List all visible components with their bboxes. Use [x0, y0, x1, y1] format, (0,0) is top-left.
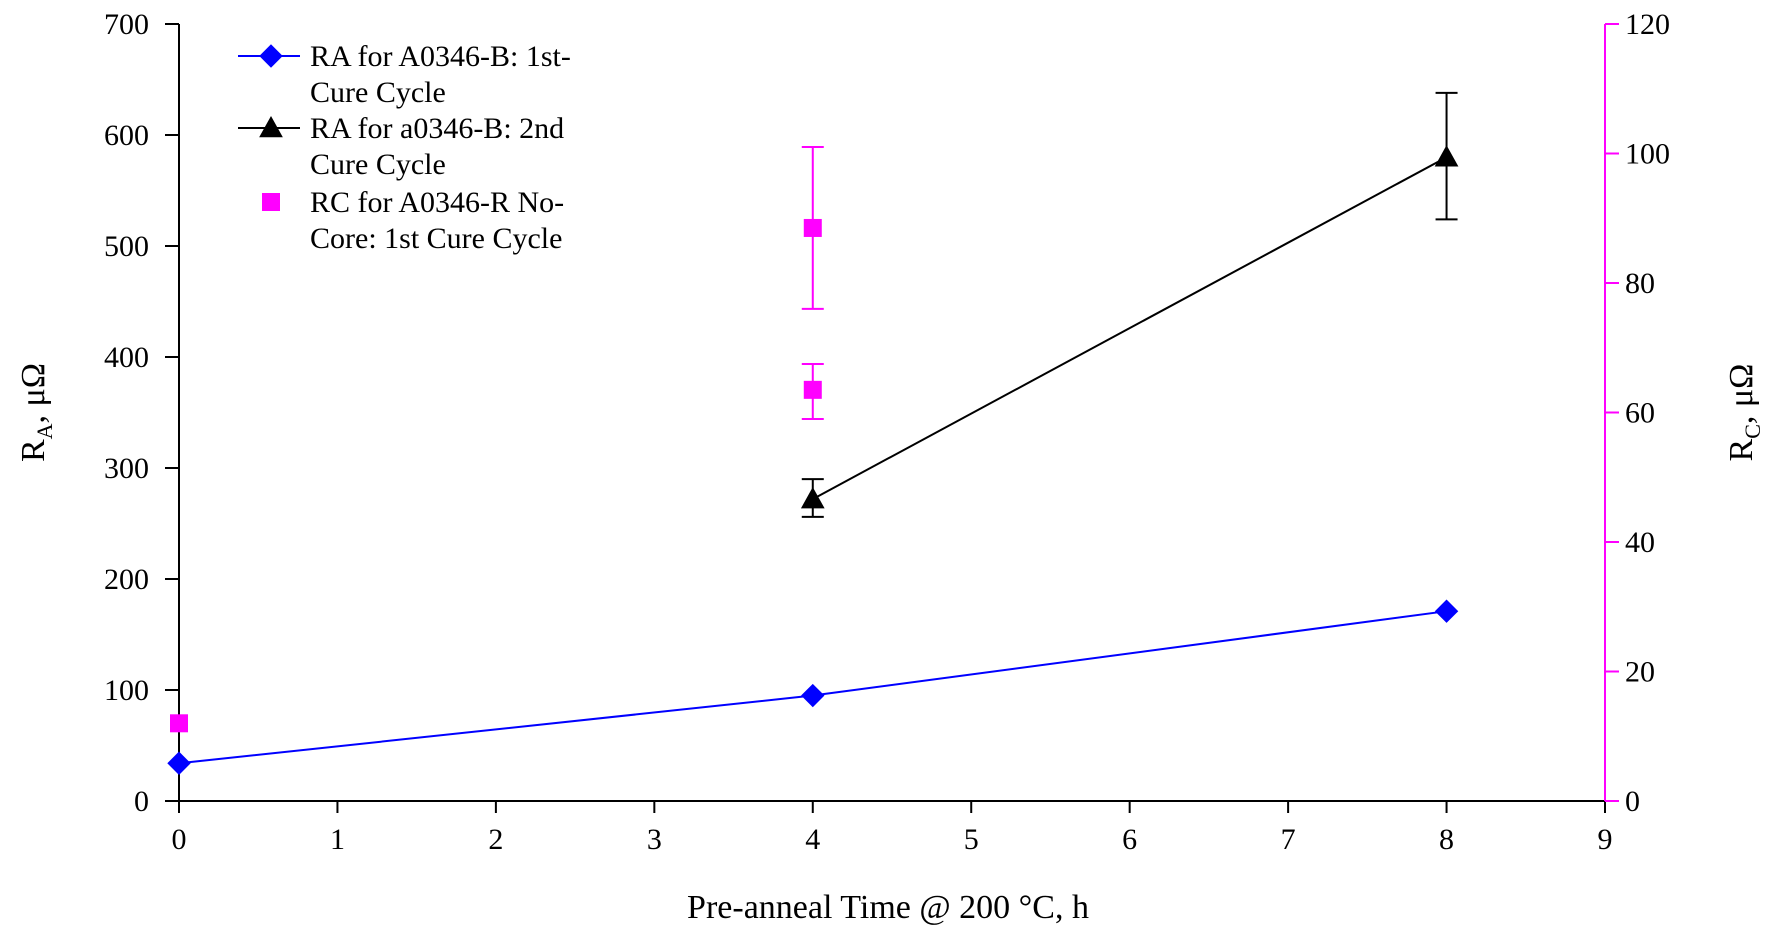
- series-2: [170, 146, 824, 733]
- y-right-tick-label-1: 20: [1625, 656, 1655, 689]
- y-right-tick-label-0: 0: [1625, 785, 1640, 818]
- x-tick-label-8: 8: [1439, 823, 1454, 856]
- y-left-tick-label-1: 100: [104, 674, 149, 707]
- y-right-tick-label-2: 40: [1625, 526, 1655, 559]
- series-0-point-2: [1434, 599, 1459, 623]
- series-1-point-0: [800, 487, 825, 509]
- legend-item-0: RA for A0346-B: 1st-Cure Cycle: [238, 40, 571, 109]
- x-tick-label-9: 9: [1598, 823, 1613, 856]
- x-tick-label-7: 7: [1281, 823, 1296, 856]
- y-axis-right-label: RC, μΩ: [1723, 364, 1765, 462]
- x-tick-label-1: 1: [330, 823, 345, 856]
- series-0-point-0: [167, 751, 191, 775]
- legend-marker-2: [262, 193, 280, 211]
- legend-label-0: RA for A0346-B: 1st-Cure Cycle: [310, 40, 571, 109]
- axes-layer: 0 1 2 3 4 5 6 7 8 9010020030040050060070002040608…: [15, 8, 1765, 856]
- x-tick-label-0: 0: [172, 823, 187, 856]
- legend-marker-0: [259, 44, 283, 68]
- y-axis-left-label: RA, μΩ: [15, 363, 57, 462]
- series-0: [167, 599, 1459, 775]
- y-left-tick-label-7: 700: [104, 8, 149, 41]
- x-tick-label-5: 5: [964, 823, 979, 856]
- y-left-tick-label-3: 300: [104, 452, 149, 485]
- y-right-tick-label-5: 100: [1625, 138, 1670, 171]
- series-2-point-0: [170, 714, 188, 733]
- legend-item-2: RC for A0346-R No-Core: 1st Cure Cycle: [262, 186, 564, 255]
- series-1: [800, 91, 1459, 518]
- y-left-tick-label-6: 600: [104, 119, 149, 152]
- legend-label-1: RA for a0346-B: 2nd Cure Cycle: [310, 112, 564, 181]
- y-left-tick-label-4: 400: [104, 341, 149, 374]
- x-axis-label: Pre-anneal Time @ 200 °C, h: [687, 889, 1089, 926]
- x-tick-label-2: 2: [488, 823, 503, 856]
- y-left-tick-label-0: 0: [134, 785, 149, 818]
- x-tick-label-4: 4: [805, 823, 820, 856]
- series-1-line: [812, 156, 1448, 500]
- y-left-tick-label-5: 500: [104, 230, 149, 263]
- legend-label-2: RC for A0346-R No-Core: 1st Cure Cycle: [310, 186, 564, 255]
- legend-item-1: RA for a0346-B: 2nd Cure Cycle: [238, 112, 564, 181]
- series-2-point-2: [803, 380, 822, 399]
- series-0-point-1: [801, 683, 825, 708]
- y-right-tick-label-4: 80: [1625, 267, 1655, 300]
- series-2-point-1: [803, 218, 822, 237]
- y-right-tick-label-3: 60: [1625, 397, 1655, 430]
- series-layer: [167, 91, 1459, 775]
- x-tick-label-3: 3: [647, 823, 662, 856]
- legend-marker-1: [259, 115, 283, 138]
- y-left-tick-label-2: 200: [104, 563, 149, 596]
- y-right-tick-label-6: 120: [1625, 8, 1670, 41]
- x-tick-label-6: 6: [1122, 823, 1137, 856]
- series-1-point-1: [1434, 145, 1459, 167]
